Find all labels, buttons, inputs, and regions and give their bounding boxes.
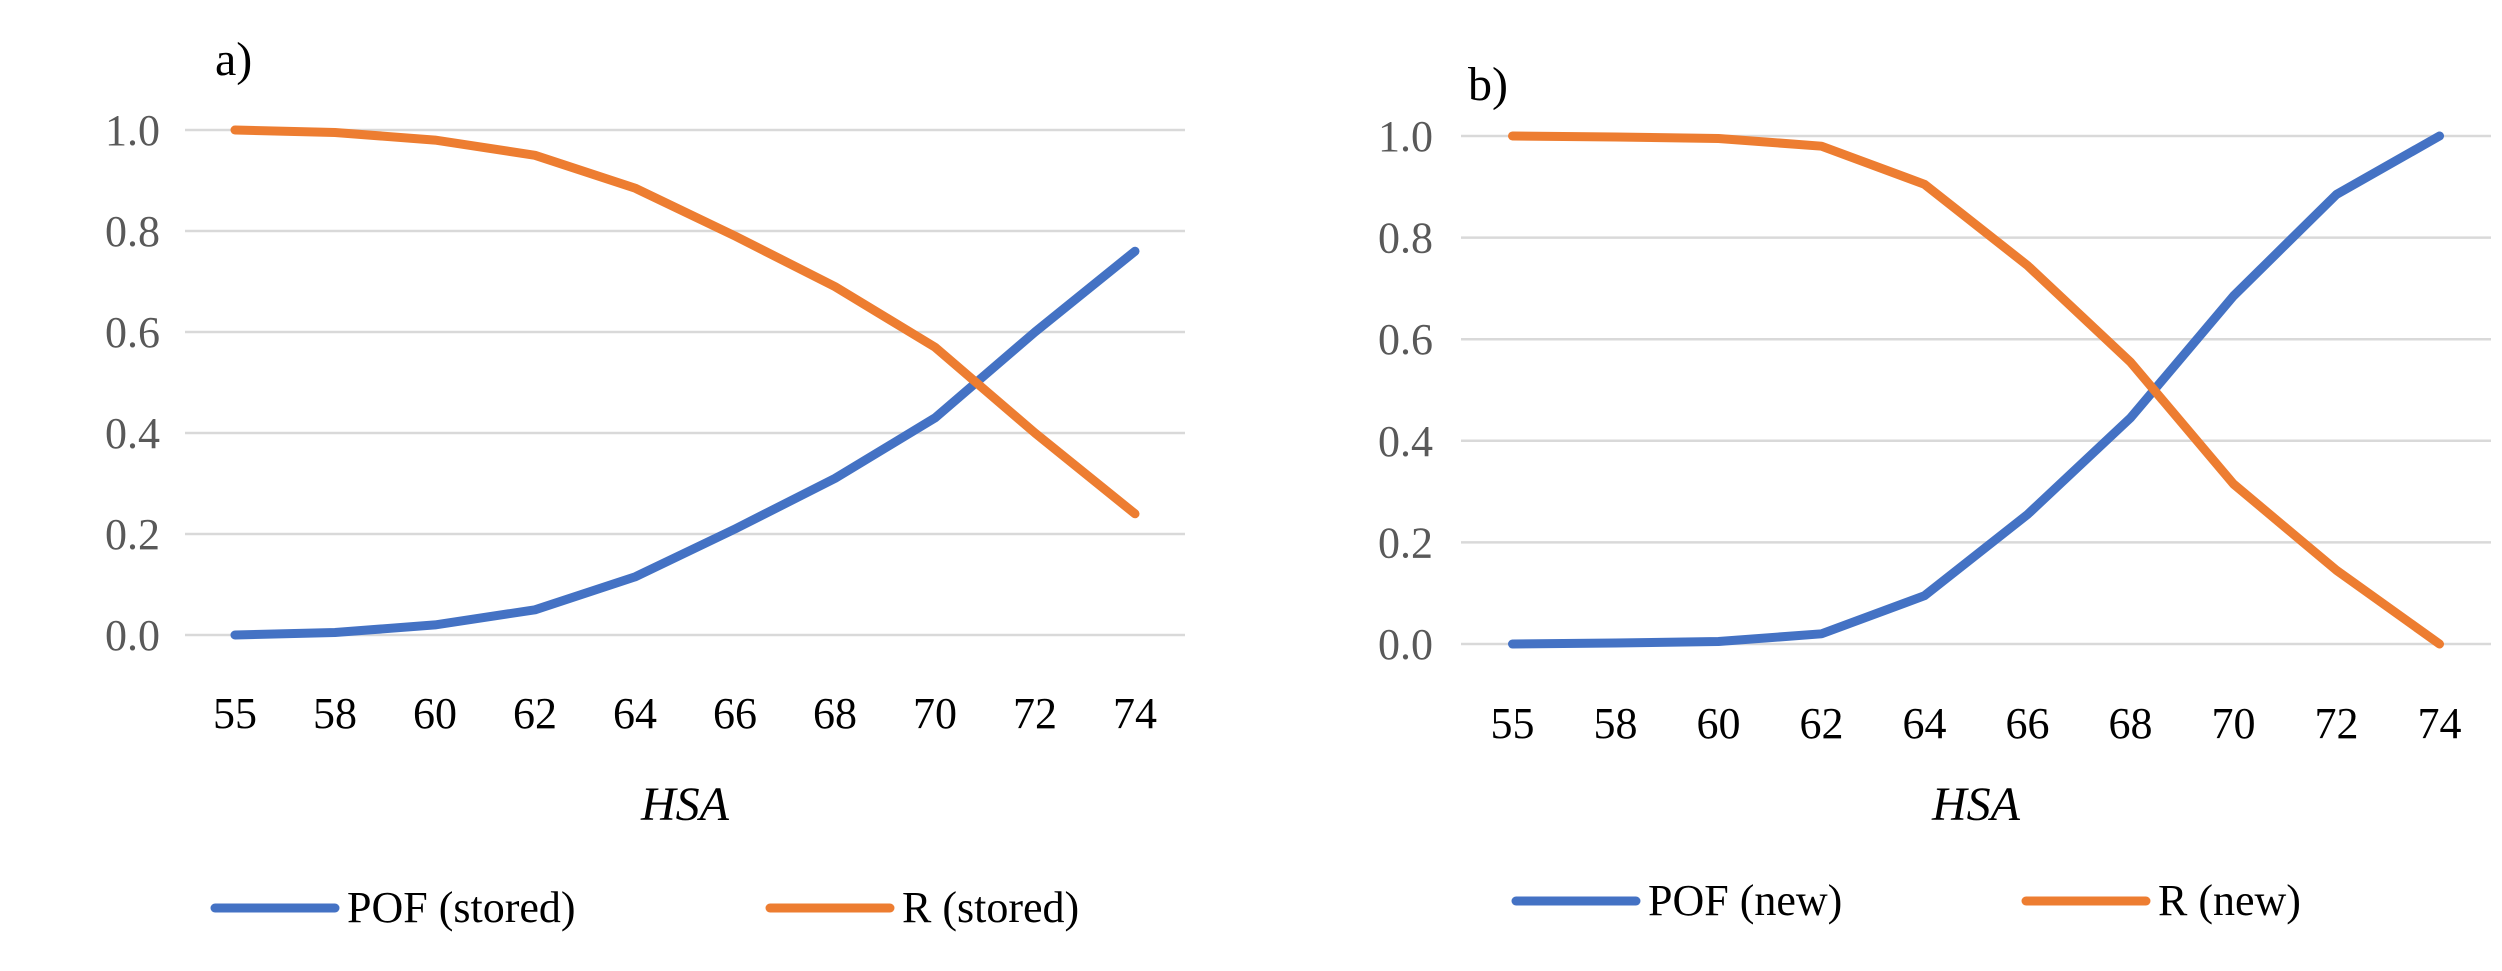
x-tick-label: 55 (1491, 699, 1535, 748)
chart-panel-b: 0.0 0.2 0.4 0.6 0.8 1.0 55 58 60 62 64 66 68 70 72 74 HS… (1251, 0, 2502, 971)
legend-label: POF (stored) (347, 883, 576, 932)
y-tick-label: 0.8 (105, 207, 160, 256)
x-tick-label: 58 (313, 689, 357, 738)
legend-item: POF (stored) (210, 883, 576, 932)
y-tick-label: 0.2 (1378, 518, 1433, 567)
y-tick-label: 0.4 (1378, 417, 1433, 466)
x-tick-label: 55 (213, 689, 257, 738)
y-tick-label: 0.6 (1378, 315, 1433, 364)
x-axis-label: HSA (640, 778, 730, 831)
x-tick-label: 64 (613, 689, 657, 738)
chart-b-svg: 0.0 0.2 0.4 0.6 0.8 1.0 55 58 60 62 64 66 68 70 72 74 HS… (1378, 58, 2491, 925)
x-axis-label: HSA (1931, 778, 2021, 831)
panel-label-b: b) (1468, 58, 1508, 111)
y-tick-label: 0.0 (105, 611, 160, 660)
x-tick-label: 74 (1113, 689, 1157, 738)
series-line-pof-stored (230, 246, 1140, 640)
x-tick-label: 70 (2212, 699, 2256, 748)
x-tick-label: 58 (1594, 699, 1638, 748)
chart-a-svg: 0.0 0.2 0.4 0.6 0.8 1.0 55 58 60 62 64 66 68 70 72 74 HS… (105, 33, 1185, 932)
x-tick-label: 62 (1800, 699, 1844, 748)
y-tick-label: 0.0 (1378, 620, 1433, 669)
x-tick-label: 60 (413, 689, 457, 738)
y-tick-label: 0.4 (105, 409, 160, 458)
y-tick-label: 0.8 (1378, 214, 1433, 263)
x-tick-label: 68 (813, 689, 857, 738)
chart-panel-a: 0.0 0.2 0.4 0.6 0.8 1.0 55 58 60 62 64 66 68 70 72 74 HS… (105, 33, 1185, 932)
legend-item: POF (new) (1511, 876, 1842, 925)
legend-label: POF (new) (1648, 876, 1842, 925)
y-tick-label: 1.0 (105, 106, 160, 155)
legend-item: R (new) (2021, 876, 2301, 925)
x-tick-label: 70 (913, 689, 957, 738)
series-line-pof-new (1508, 131, 2444, 649)
x-tick-label: 72 (2315, 699, 2359, 748)
x-tick-label: 64 (1903, 699, 1947, 748)
x-tick-label: 74 (2418, 699, 2462, 748)
legend-label: R (new) (2158, 876, 2301, 925)
x-tick-label: 60 (1697, 699, 1741, 748)
x-tick-label: 66 (713, 689, 757, 738)
series-line-r-new (1508, 131, 2444, 649)
legend-item: R (stored) (765, 883, 1079, 932)
panel-label-a: a) (215, 33, 252, 86)
series-line-r-stored (230, 125, 1140, 519)
y-tick-label: 1.0 (1378, 112, 1433, 161)
x-tick-label: 72 (1013, 689, 1057, 738)
legend-label: R (stored) (902, 883, 1079, 932)
x-tick-label: 62 (513, 689, 557, 738)
y-tick-label: 0.6 (105, 308, 160, 357)
x-tick-label: 66 (2006, 699, 2050, 748)
x-tick-label: 68 (2109, 699, 2153, 748)
y-tick-label: 0.2 (105, 510, 160, 559)
